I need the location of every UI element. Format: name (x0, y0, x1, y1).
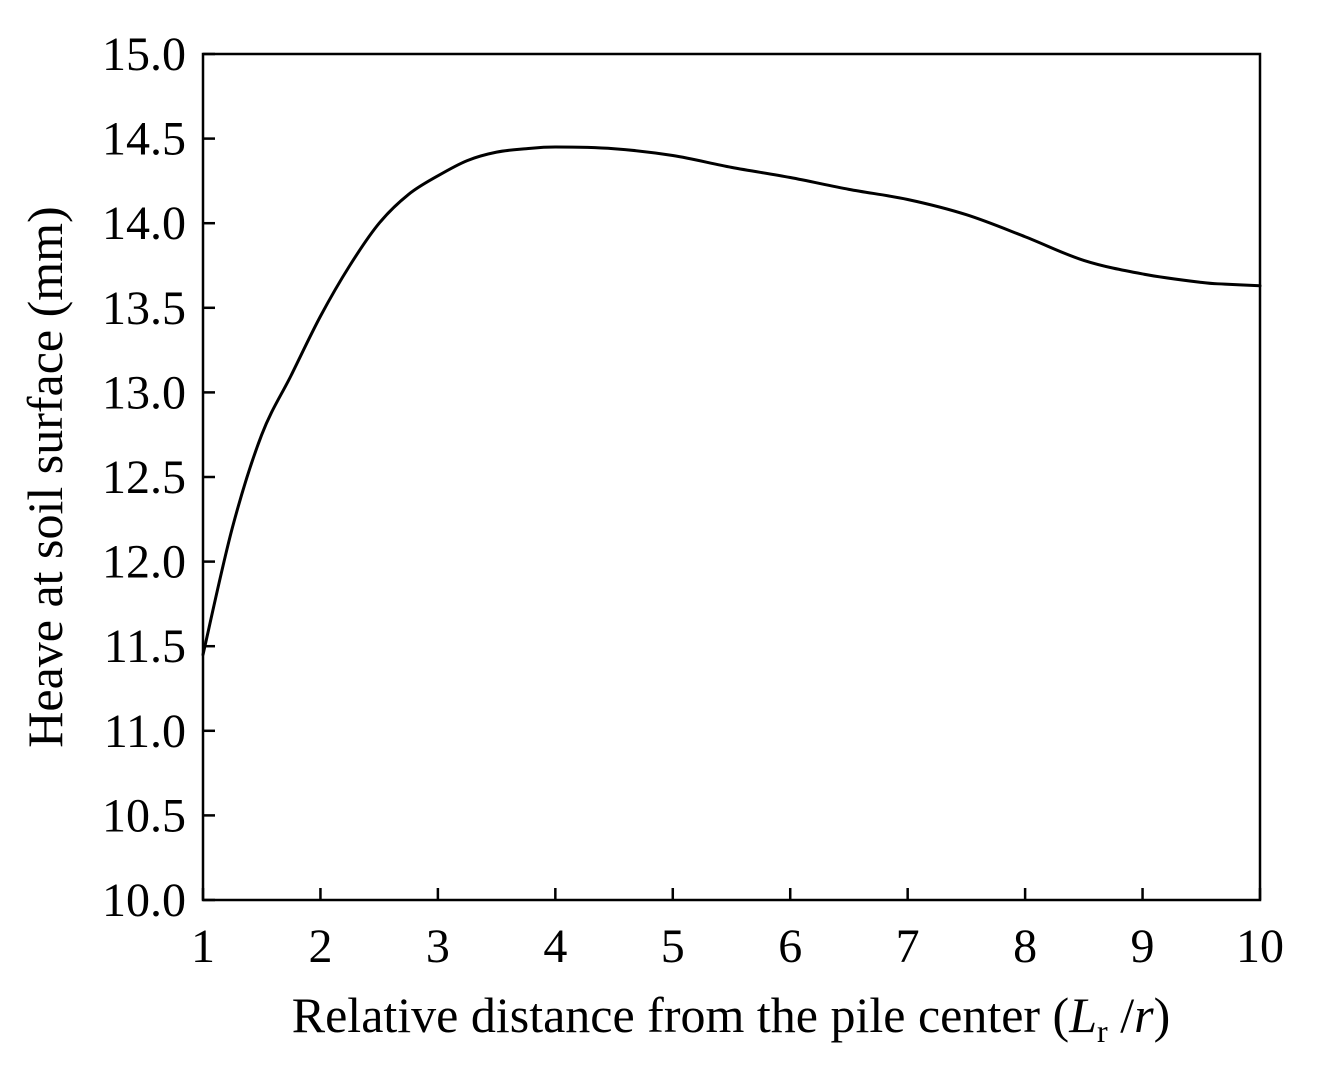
x-tick-label: 9 (1131, 920, 1155, 973)
y-tick-label: 14.5 (102, 113, 186, 166)
x-tick-label: 2 (308, 920, 332, 973)
x-tick-label: 5 (661, 920, 685, 973)
x-tick-label: 8 (1013, 920, 1037, 973)
x-axis-label-main: Relative distance from the pile center ( (292, 987, 1069, 1043)
y-tick-label: 13.0 (102, 366, 186, 419)
x-axis-label-r: r (1134, 987, 1154, 1043)
y-tick-label: 12.0 (102, 536, 186, 589)
y-axis-ticks: 10.0 10.5 11.0 11.5 12.0 12.5 13.0 13.5 14.0 14.5… (102, 28, 215, 927)
plot-frame (201, 52, 1262, 902)
series-line (201, 145, 1262, 657)
y-tick-label: 12.5 (102, 451, 186, 504)
y-tick-label: 10.5 (102, 789, 186, 842)
x-tick-label: 4 (543, 920, 567, 973)
x-tick-label: 1 (191, 920, 215, 973)
x-axis-ticks: 1 2 3 4 5 6 7 8 9 10 (191, 888, 1284, 973)
x-axis-label: Relative distance from the pile center (… (292, 987, 1170, 1049)
x-tick-label: 10 (1236, 920, 1284, 973)
y-tick-label: 11.0 (104, 705, 186, 758)
x-axis-label-close: ) (1154, 987, 1171, 1043)
y-tick-label: 10.0 (102, 874, 186, 927)
x-axis-label-sep: / (1108, 987, 1135, 1043)
y-tick-label: 11.5 (104, 620, 186, 673)
y-tick-label: 15.0 (102, 28, 186, 81)
y-tick-label: 14.0 (102, 197, 186, 250)
x-tick-label: 7 (896, 920, 920, 973)
y-tick-label: 13.5 (102, 282, 186, 335)
y-axis-label: Heave at soil surface (mm) (17, 206, 73, 747)
x-axis-label-subscript: r (1097, 1013, 1108, 1049)
x-tick-label: 6 (778, 920, 802, 973)
x-tick-label: 3 (426, 920, 450, 973)
x-axis-label-L: L (1068, 987, 1097, 1043)
